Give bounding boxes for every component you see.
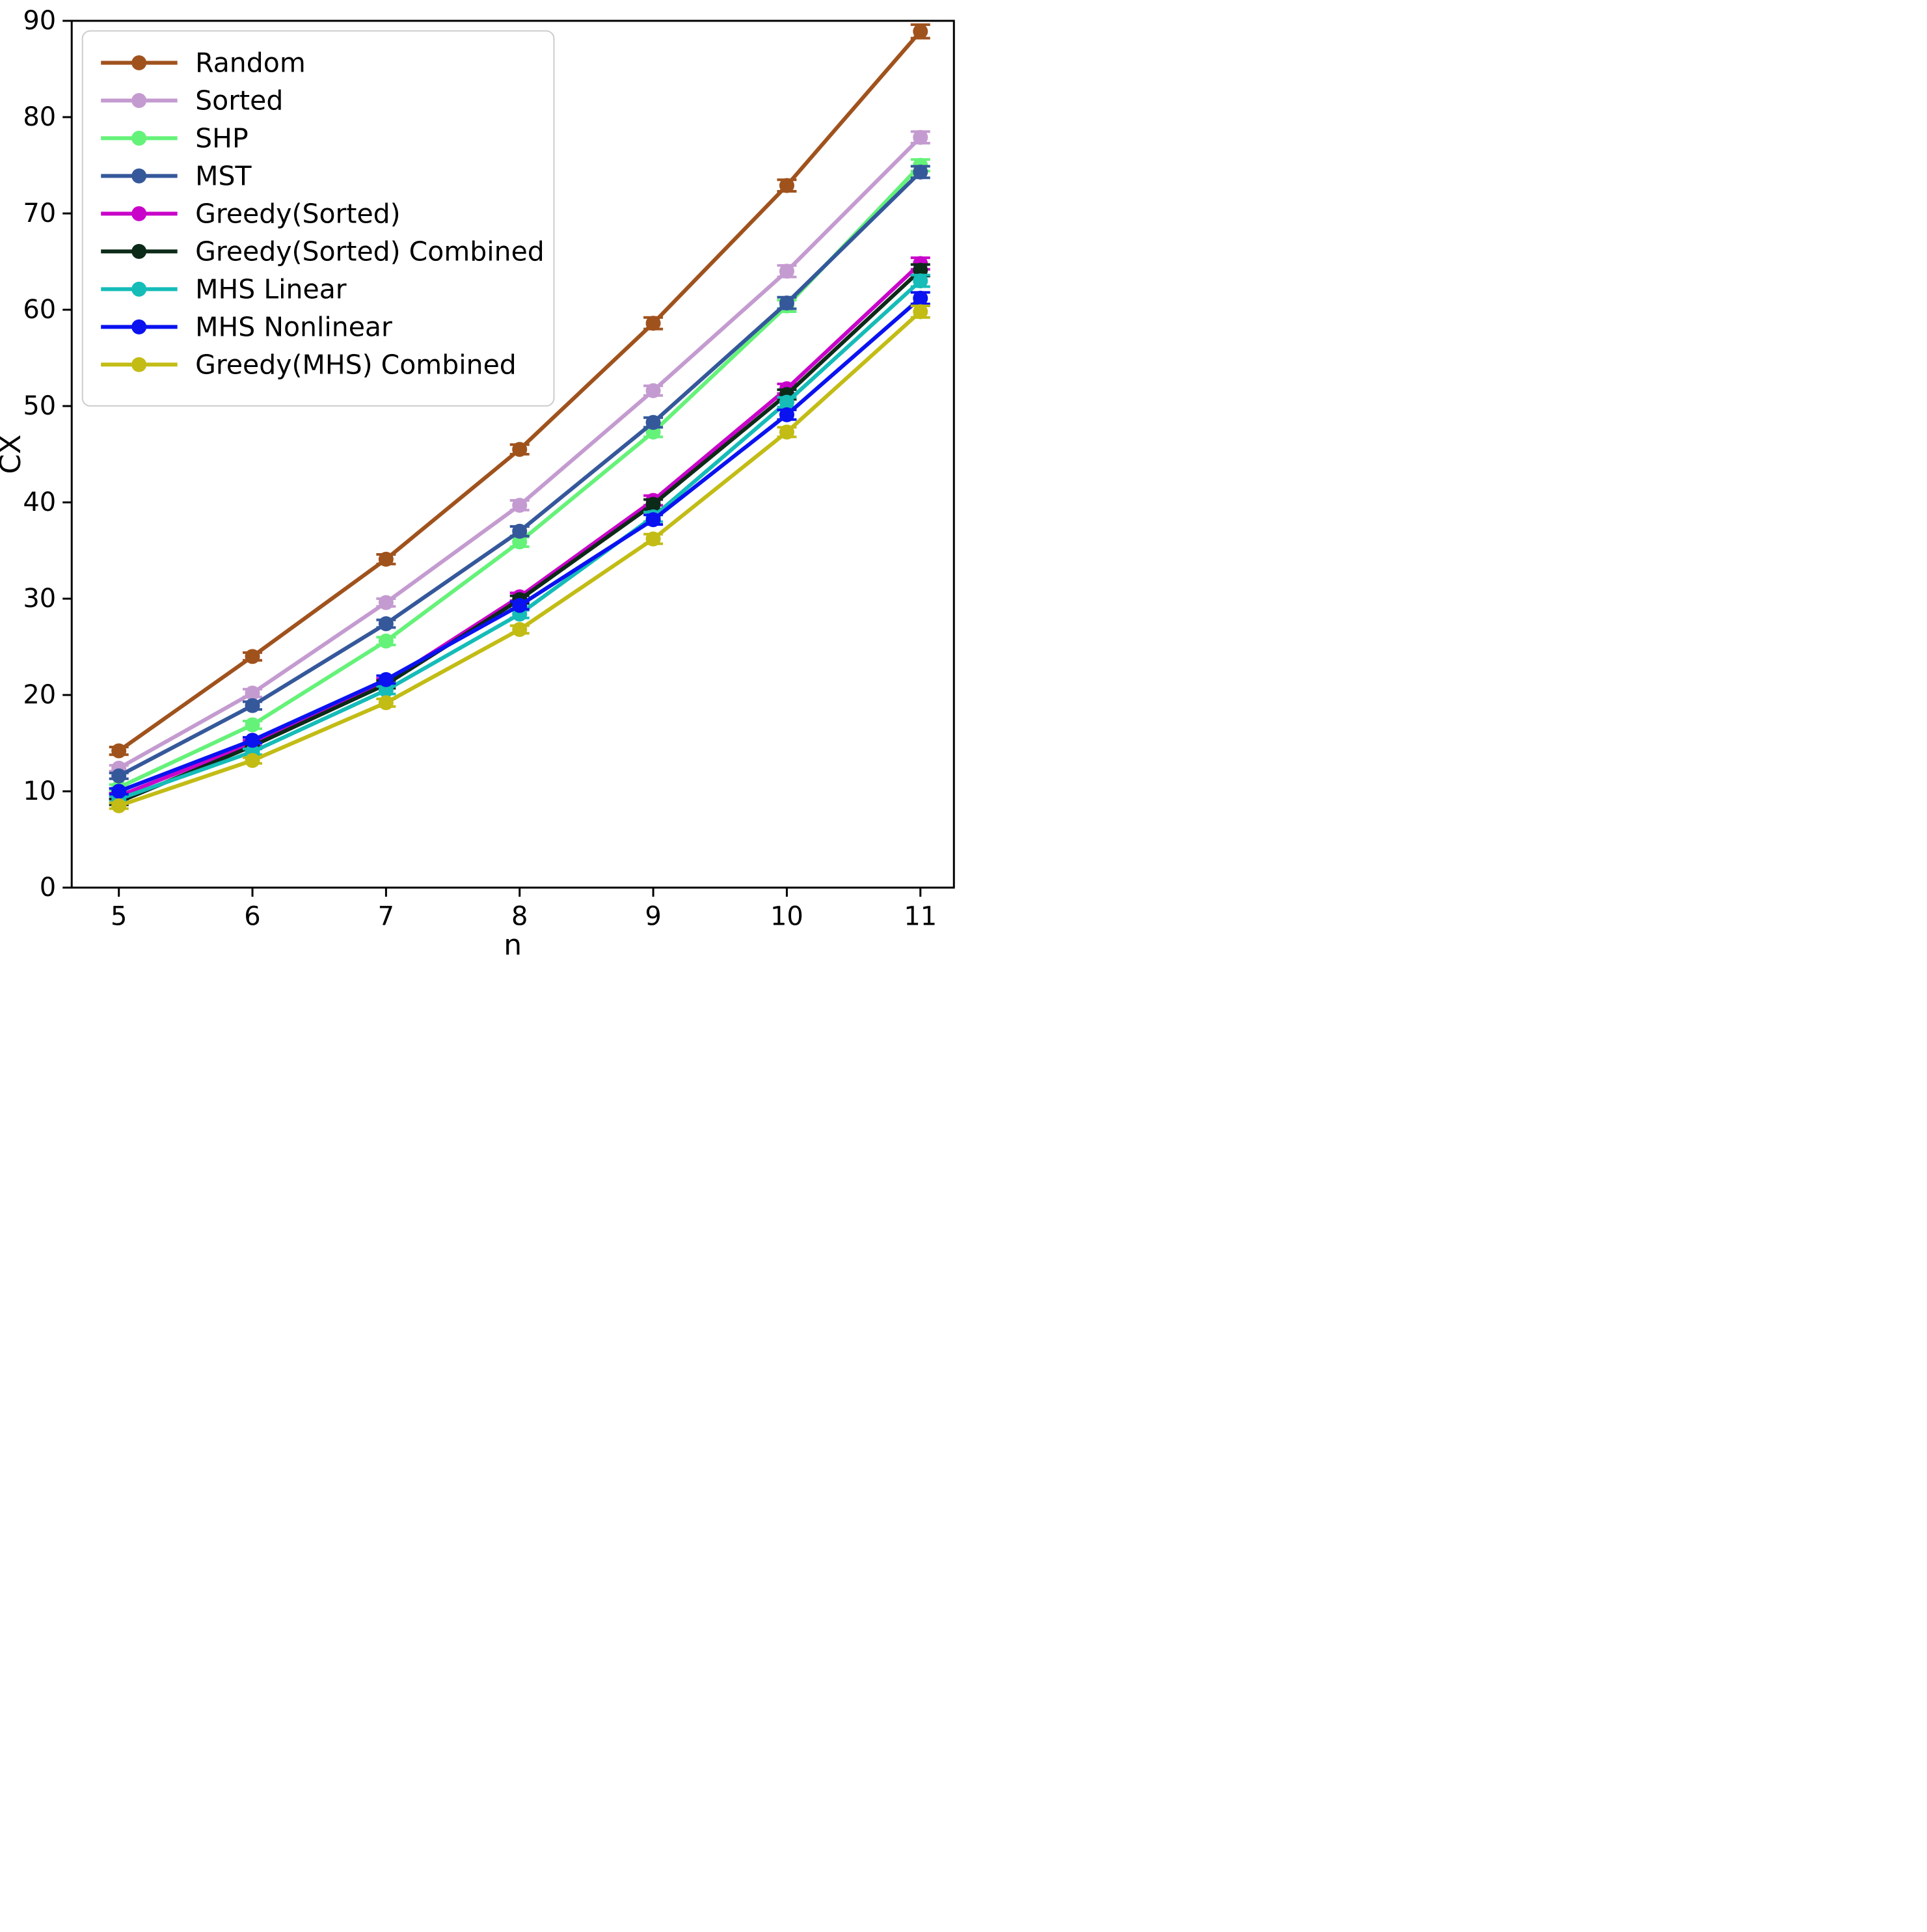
data-point — [512, 597, 528, 613]
y-tick-label: 50 — [23, 391, 56, 421]
data-point — [645, 512, 661, 528]
y-axis-label: CX — [0, 435, 27, 474]
y-tick-label: 40 — [23, 487, 56, 517]
data-point — [378, 551, 394, 567]
x-axis-label: n — [504, 929, 522, 962]
x-tick-label: 9 — [645, 902, 661, 932]
x-tick-label: 8 — [511, 902, 528, 932]
legend-sample-marker — [131, 357, 147, 372]
legend-item-sorted: Sorted — [101, 85, 283, 116]
cx-vs-n-figure: 0 10 20 30 40 50 60 70 80 90 5 6 7 8 9 10 11 n CX Random Sor… — [0, 0, 964, 966]
data-point — [245, 733, 260, 748]
data-point — [645, 383, 661, 398]
data-point — [245, 698, 260, 713]
legend-sample-marker — [131, 55, 147, 70]
legend-item-greedy-sorted-: Greedy(Sorted) — [101, 198, 401, 229]
legend-label: Greedy(MHS) Combined — [195, 349, 517, 380]
legend-sample-marker — [131, 130, 147, 146]
data-point — [913, 304, 928, 320]
legend-sample-marker — [131, 206, 147, 221]
legend-label: Greedy(Sorted) Combined — [195, 236, 545, 267]
y-tick-label: 0 — [40, 873, 56, 903]
y-tick-label: 30 — [23, 584, 56, 614]
legend-label: SHP — [195, 122, 249, 154]
data-point — [378, 633, 394, 649]
x-tick-label: 10 — [770, 902, 803, 932]
data-point — [779, 264, 794, 279]
data-point — [779, 407, 794, 422]
y-tick-label: 60 — [23, 295, 56, 325]
data-point — [378, 695, 394, 711]
legend-label: MHS Linear — [195, 273, 347, 305]
series-sorted — [109, 129, 930, 776]
data-point — [111, 798, 127, 813]
legend: Random Sorted SHP MST Greedy(Sorted) Greedy(S… — [81, 30, 555, 407]
x-tick-label: 5 — [111, 902, 127, 932]
data-point — [913, 290, 928, 306]
legend-label: Random — [195, 47, 306, 78]
data-point — [913, 129, 928, 145]
legend-sample-marker — [131, 243, 147, 259]
legend-label: MST — [195, 160, 252, 191]
data-point — [913, 23, 928, 39]
legend-sample-marker — [131, 168, 147, 184]
data-point — [111, 768, 127, 783]
series-greedy-mhs-combined — [109, 304, 930, 813]
data-point — [779, 178, 794, 193]
data-point — [913, 273, 928, 289]
data-point — [645, 316, 661, 331]
legend-item-mhs-linear: MHS Linear — [101, 273, 347, 305]
data-point — [111, 783, 127, 799]
data-point — [245, 717, 260, 733]
legend-item-random: Random — [101, 47, 306, 78]
data-point — [245, 753, 260, 769]
legend-sample-marker — [131, 319, 147, 334]
data-point — [512, 534, 528, 550]
data-point — [378, 595, 394, 610]
y-tick-label: 70 — [23, 198, 56, 228]
data-point — [645, 497, 661, 512]
cx-vs-n-chart: 0 10 20 30 40 50 60 70 80 90 5 6 7 8 9 10 11 n CX Random Sor… — [0, 6, 955, 962]
y-tick-label: 80 — [23, 102, 56, 132]
series-mhs-nonlinear — [109, 290, 930, 799]
data-point — [779, 394, 794, 410]
legend-item-mst: MST — [101, 160, 252, 191]
data-point — [512, 621, 528, 637]
y-tick-label: 90 — [23, 6, 56, 36]
data-point — [512, 497, 528, 513]
data-point — [779, 424, 794, 440]
legend-label: Greedy(Sorted) — [195, 198, 401, 229]
legend-sample-marker — [131, 92, 147, 108]
data-point — [645, 415, 661, 430]
data-point — [779, 295, 794, 311]
data-point — [111, 743, 127, 759]
plot-spines — [70, 20, 955, 889]
y-tick-label: 10 — [23, 776, 56, 806]
legend-sample-marker — [131, 281, 147, 297]
legend-item-shp: SHP — [101, 122, 249, 154]
legend-item-greedy-sorted-combined: Greedy(Sorted) Combined — [101, 236, 545, 267]
data-point — [512, 442, 528, 457]
legend-label: MHS Nonlinear — [195, 311, 392, 342]
data-point — [645, 531, 661, 547]
data-point — [378, 683, 394, 698]
x-tick-label: 7 — [378, 902, 394, 932]
legend-box — [81, 30, 555, 407]
series-random — [109, 23, 930, 759]
data-point — [245, 649, 260, 664]
data-point — [913, 164, 928, 180]
x-tick-label: 11 — [904, 902, 937, 932]
legend-item-mhs-nonlinear: MHS Nonlinear — [101, 311, 392, 342]
legend-item-greedy-mhs-combined: Greedy(MHS) Combined — [101, 349, 517, 380]
data-point — [378, 616, 394, 632]
data-point — [378, 672, 394, 687]
data-point — [512, 523, 528, 539]
series-mst — [109, 164, 930, 783]
legend-label: Sorted — [195, 85, 283, 116]
x-tick-label: 6 — [244, 902, 260, 932]
data-point — [245, 685, 260, 701]
y-tick-label: 20 — [23, 680, 56, 710]
